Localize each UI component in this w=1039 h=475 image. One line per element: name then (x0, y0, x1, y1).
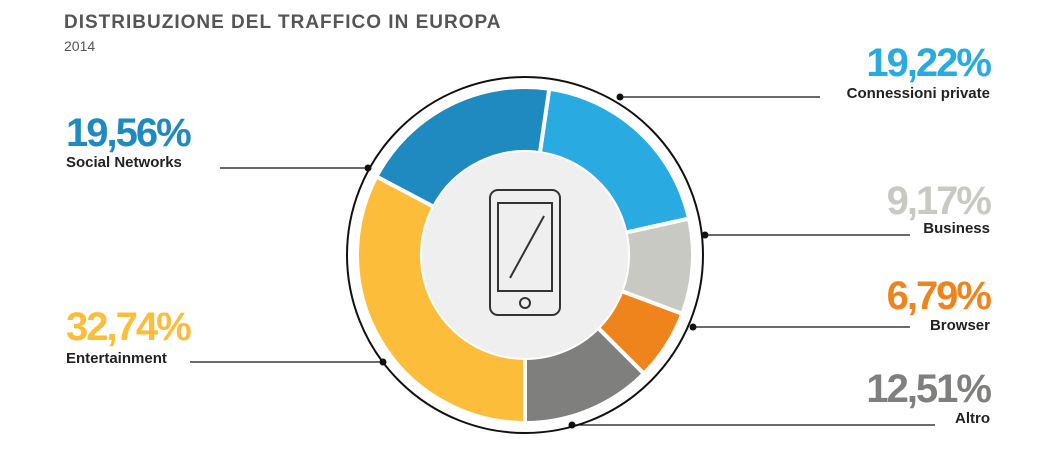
leader-dot (379, 358, 387, 366)
slices (355, 85, 695, 426)
leader-dot (689, 323, 697, 331)
chart-title: DISTRIBUZIONE DEL TRAFFICO IN EUROPA (64, 12, 501, 33)
category-label: Browser (930, 317, 990, 334)
value-label: 6,79% (887, 274, 992, 318)
leader-dot (364, 164, 372, 172)
value-label: 12,51% (866, 367, 991, 411)
category-label: Connessioni private (847, 85, 990, 102)
value-label: 19,22% (866, 41, 991, 85)
category-label: Social Networks (66, 154, 182, 171)
value-label: 9,17% (887, 179, 992, 223)
outer-ring (346, 76, 704, 434)
labels: 19,22%Connessioni private 9,17%Business 6,… (66, 41, 993, 429)
value-label: 19,56% (66, 111, 191, 155)
category-label: Altro (955, 410, 990, 427)
donut-center (422, 152, 628, 358)
phone-icon (489, 189, 561, 316)
leader-dot (616, 93, 624, 101)
value-label: 32,74% (66, 305, 191, 349)
leader-dot (568, 421, 576, 429)
category-label: Entertainment (66, 350, 167, 367)
leader-dot (701, 231, 709, 239)
chart-subtitle: 2014 (64, 38, 95, 54)
category-label: Business (923, 220, 990, 237)
